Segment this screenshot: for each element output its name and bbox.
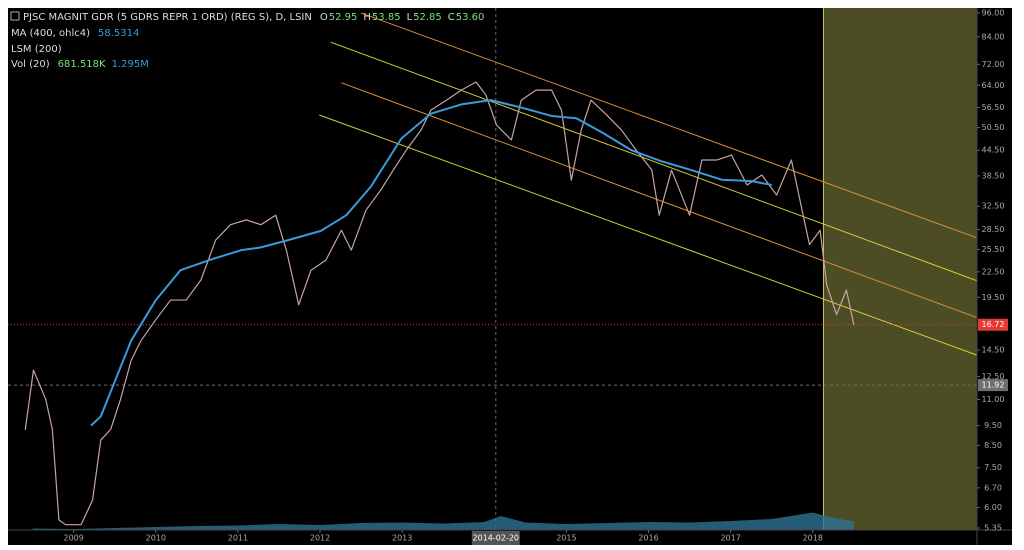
y-tick-label: 12.50 <box>982 372 1005 381</box>
y-tick-label: 8.50 <box>984 441 1002 450</box>
price-label-box <box>978 379 1008 392</box>
ohlc-value: 53.85 <box>372 12 401 23</box>
crosshair-label: 2014-02-20 <box>473 534 520 543</box>
price-label: 16.72 <box>982 320 1005 329</box>
ohlc-value: 52.85 <box>413 12 442 23</box>
y-tick-label: 7.50 <box>984 463 1002 472</box>
indicator-name: LSM (200) <box>11 44 62 55</box>
x-tick-label: 2016 <box>638 534 658 543</box>
indicator-value: 1.295M <box>112 59 149 70</box>
plot-area <box>8 8 977 530</box>
y-tick-label: 56.50 <box>982 103 1005 112</box>
highlight-region <box>823 8 977 530</box>
y-tick-label: 38.50 <box>982 171 1005 180</box>
indicator-value: 58.5314 <box>98 28 139 39</box>
y-tick-label: 22.50 <box>982 267 1005 276</box>
y-tick-label: 14.50 <box>982 346 1005 355</box>
y-tick-label: 9.50 <box>984 421 1002 430</box>
ohlc-value: 53.60 <box>456 12 485 23</box>
y-tick-label: 6.70 <box>984 483 1002 492</box>
legend: PJSC MAGNIT GDR (5 GDRS REPR 1 ORD) (REG… <box>10 11 485 70</box>
x-tick-label: 2018 <box>803 534 823 543</box>
series-line <box>24 81 855 526</box>
ohlc-key: H <box>363 12 371 23</box>
ohlc-key: L <box>407 12 413 23</box>
x-tick-label: 2013 <box>392 534 412 543</box>
channel-line <box>319 114 977 356</box>
x-tick-label: 2015 <box>556 534 576 543</box>
y-tick-label: 50.50 <box>982 123 1005 132</box>
crosshair-label-box <box>471 531 520 545</box>
series-line <box>90 99 772 427</box>
volume-area <box>32 512 854 530</box>
y-tick-label: 11.00 <box>982 395 1005 404</box>
x-tick-label: 2012 <box>310 534 330 543</box>
x-tick-label: 2009 <box>64 534 84 543</box>
x-tick-label: 2011 <box>228 534 248 543</box>
y-tick-label: 84.00 <box>982 32 1005 41</box>
y-tick-label: 72.00 <box>982 60 1005 69</box>
indicator-value: 681.518K <box>58 59 106 70</box>
y-tick-label: 96.00 <box>982 9 1005 18</box>
indicator-name: Vol (20) <box>11 59 50 70</box>
price-label-box <box>978 318 1008 331</box>
x-tick-label: 2017 <box>720 534 740 543</box>
indicator-name: MA (400, ohlc4) <box>11 28 90 39</box>
ohlc-value: 52.95 <box>329 12 358 23</box>
y-tick-label: 44.50 <box>982 146 1005 155</box>
channel-line <box>341 82 977 319</box>
y-tick-label: 28.50 <box>982 225 1005 234</box>
ohlc-key: C <box>448 12 455 23</box>
ohlc-key: O <box>320 12 328 23</box>
channel-line <box>330 41 977 282</box>
y-tick-label: 64.00 <box>982 81 1005 90</box>
price-label: 11.92 <box>982 381 1005 390</box>
chart-title: PJSC MAGNIT GDR (5 GDRS REPR 1 ORD) (REG… <box>23 12 312 23</box>
y-tick-label: 19.50 <box>982 293 1005 302</box>
channel-line <box>360 12 977 239</box>
axes: 16.72 11.92 96.00 84.00 72.00 64.00 56.50 50.50… <box>64 9 1008 545</box>
y-tick-label: 32.50 <box>982 202 1005 211</box>
x-tick-label: 2010 <box>146 534 166 543</box>
y-tick-label: 6.00 <box>984 503 1002 512</box>
collapse-icon[interactable] <box>10 11 20 21</box>
y-tick-label: 25.50 <box>982 245 1005 254</box>
y-tick-label: 5.35 <box>984 524 1002 533</box>
